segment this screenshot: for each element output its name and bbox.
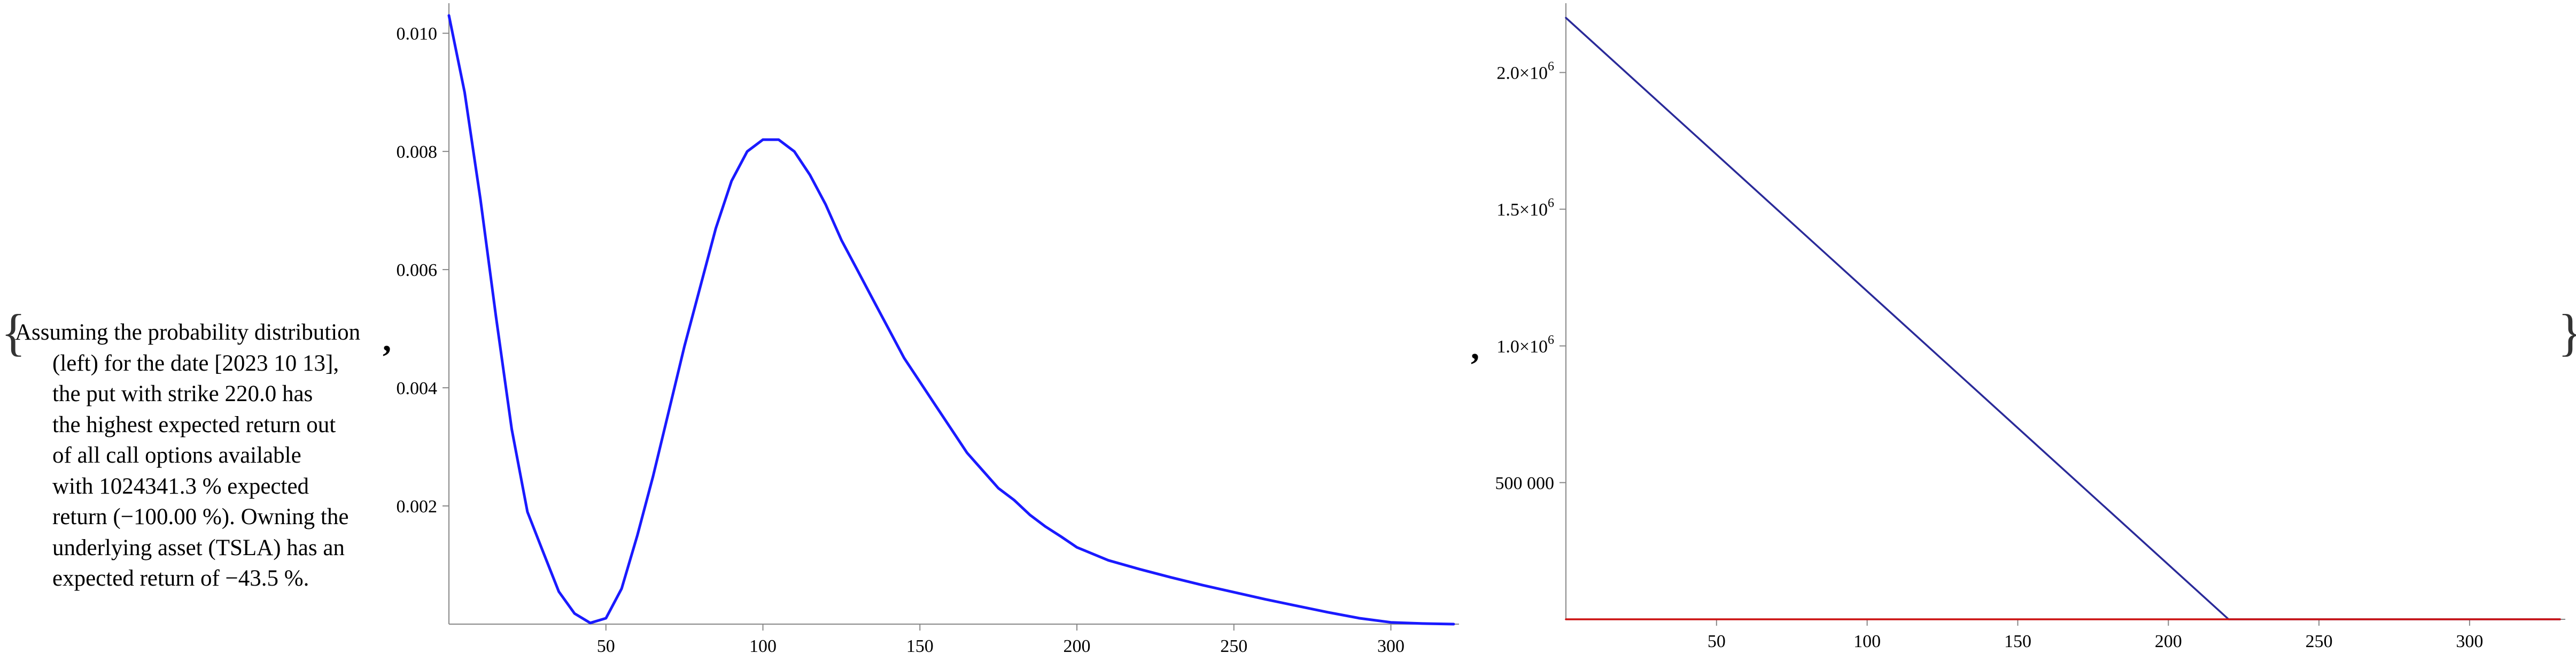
description-line: underlying asset (TSLA) has an (52, 535, 345, 560)
description-line: the highest expected return out (52, 412, 336, 437)
x-axis-tick-label: 150 (2004, 632, 2031, 651)
probability-distribution-chart: 50 100 150 200 250 300 0.002 0.004 0.006 0.008 0.0… (397, 3, 1459, 653)
x-axis-tick-label: 200 (1064, 636, 1091, 653)
x-axis-tick-label: 50 (597, 636, 615, 653)
y-axis-tick-label: 0.010 (397, 24, 438, 44)
y-axis-tick-label: 2.0×106 (1496, 60, 1554, 83)
description-line: Assuming the probability distribution (15, 320, 361, 345)
y-axis-tick-label: 1.0×106 (1496, 333, 1554, 357)
description-line: (left) for the date [2023 10 13], (52, 350, 339, 376)
x-axis-tick-label: 300 (2456, 632, 2483, 651)
x-axis-tick-label: 150 (906, 636, 934, 653)
x-axis-tick-label: 100 (749, 636, 777, 653)
description-line: of all call options available (52, 443, 301, 468)
y-tick-exponent: 6 (1548, 333, 1554, 347)
x-axis-tick-label: 200 (2155, 632, 2182, 651)
x-axis-tick-label: 250 (1220, 636, 1247, 653)
description-line: with 1024341.3 % expected (52, 473, 309, 499)
y-tick-exponent: 6 (1548, 196, 1554, 210)
series-line-1 (447, 14, 1455, 626)
y-axis-tick-label: 0.004 (397, 379, 438, 398)
x-axis-tick-label: 300 (1377, 636, 1405, 653)
expected-return-chart: 50 100 150 200 250 300 500 000 1.0×106 1.5×106 2.… (1495, 3, 2565, 651)
y-axis-tick-label: 1.5×106 (1496, 196, 1554, 220)
description-line: the put with strike 220.0 has (52, 381, 313, 406)
description-line: return (−100.00 %). Owning the (52, 504, 349, 529)
x-axis-tick-label: 250 (2306, 632, 2333, 651)
y-axis-tick-label: 0.002 (397, 497, 438, 517)
list-separator-comma: , (1471, 328, 1479, 366)
close-brace: } (2558, 307, 2576, 358)
y-axis-tick-label: 500 000 (1495, 473, 1555, 493)
description-line: expected return of −43.5 %. (52, 566, 309, 591)
list-separator-comma: , (383, 320, 391, 358)
description-text: Assuming the probability distribution (l… (15, 317, 389, 594)
x-axis-tick-label: 50 (1708, 632, 1726, 651)
y-tick-exponent: 6 (1548, 60, 1554, 74)
y-axis-tick-label: 0.006 (397, 260, 438, 280)
x-axis-tick-label: 100 (1853, 632, 1881, 651)
series-line-1 (1565, 17, 2561, 620)
open-brace: { (1, 304, 26, 361)
y-axis-tick-label: 0.008 (397, 142, 438, 162)
